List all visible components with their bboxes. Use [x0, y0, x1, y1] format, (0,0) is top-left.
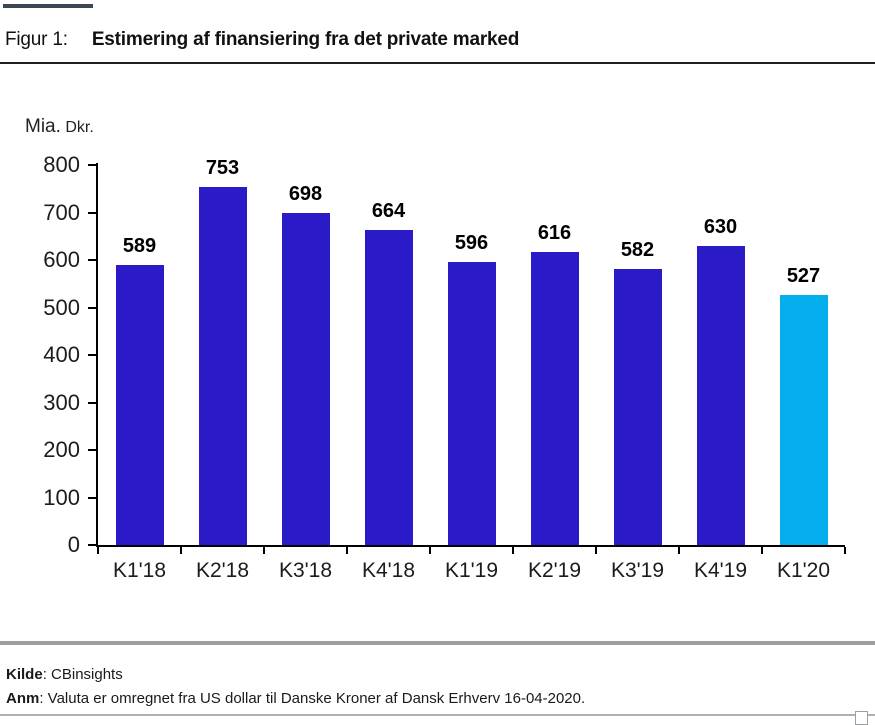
- y-tick: [88, 544, 96, 546]
- y-tick-label: 700: [43, 199, 80, 225]
- bar-K2'18: [199, 187, 247, 545]
- y-tick-label: 200: [43, 437, 80, 462]
- bar-value-label: 582: [620, 239, 655, 261]
- bar-value-label: 616: [537, 222, 572, 244]
- bar-K1'18: [116, 265, 164, 545]
- bar-K4'19: [697, 246, 745, 545]
- y-tick: [88, 354, 96, 356]
- x-axis-label: K3'18: [278, 559, 333, 582]
- x-axis-line: [96, 545, 845, 547]
- bottom-divider: [0, 714, 875, 716]
- y-tick: [88, 496, 96, 499]
- bar-value-label: 596: [454, 232, 489, 254]
- bar-value-label: 753: [205, 157, 240, 179]
- y-tick: [88, 401, 96, 404]
- x-axis-label: K3'19: [610, 559, 665, 582]
- x-axis-label: K1'19: [444, 559, 499, 582]
- note-text: : Valuta er omregnet fra US dollar til D…: [39, 690, 586, 707]
- figure-header: Figur 1: Estimering af finansiering fra d…: [5, 29, 870, 51]
- y-tick-label: 800: [43, 152, 80, 177]
- bar-chart: 0 100 200 300 400 500 600 700 800 589 K1'18 753 K2'1…: [43, 152, 846, 582]
- bar-value-label: 698: [288, 183, 323, 205]
- unit-label-sub: Dkr.: [65, 119, 94, 136]
- y-tick: [88, 449, 96, 451]
- y-axis-unit-label: Mia. Dkr.: [25, 116, 94, 138]
- x-tick: [844, 547, 846, 554]
- source-text: : CBinsights: [42, 666, 123, 683]
- x-tick: [761, 547, 763, 554]
- y-tick-label: 500: [43, 294, 80, 320]
- bar-value-label: 589: [122, 235, 157, 257]
- footer-divider: [0, 641, 875, 645]
- bar-K4'18: [365, 230, 413, 545]
- y-tick-label: 400: [43, 342, 80, 367]
- y-tick: [88, 259, 96, 261]
- y-tick-label: 100: [43, 484, 80, 510]
- title-divider: [0, 62, 875, 64]
- y-tick-label: 0: [67, 532, 80, 557]
- y-tick-label: 300: [43, 389, 80, 415]
- top-accent-line: [3, 4, 93, 8]
- x-tick: [595, 547, 597, 554]
- x-axis-label: K2'18: [195, 559, 250, 582]
- y-tick: [88, 306, 96, 309]
- y-tick-label: 600: [43, 247, 80, 272]
- y-tick: [88, 164, 96, 166]
- x-tick: [346, 547, 348, 554]
- bar-value-label: 664: [371, 200, 406, 222]
- x-tick: [429, 547, 431, 554]
- bar-K1'19: [448, 262, 496, 545]
- x-tick: [512, 547, 514, 554]
- corner-handle-icon: [855, 711, 868, 725]
- x-tick: [263, 547, 265, 554]
- source-label: Kilde: [6, 666, 43, 683]
- bar-value-label: 630: [703, 216, 738, 238]
- x-tick: [180, 547, 182, 554]
- unit-label-main: Mia.: [25, 116, 61, 137]
- figure-label: Figur 1:: [5, 29, 68, 50]
- bar-K3'18: [282, 213, 330, 545]
- y-tick: [88, 211, 96, 214]
- x-axis-label: K2'19: [527, 559, 582, 582]
- bar-value-label: 527: [786, 265, 821, 287]
- x-axis-label: K4'19: [693, 559, 748, 582]
- bar-K2'19: [531, 252, 579, 545]
- figure-title: Estimering af finansiering fra det priva…: [91, 29, 520, 50]
- x-axis-label: K1'20: [776, 559, 831, 582]
- x-axis-label: K4'18: [361, 559, 416, 582]
- x-axis-label: K1'18: [112, 559, 167, 582]
- bar-K3'19: [614, 269, 662, 545]
- source-line: Kilde: CBinsights: [6, 666, 123, 683]
- bar-K1'20: [780, 295, 828, 545]
- x-tick: [678, 547, 680, 554]
- note-label: Anm: [6, 690, 40, 707]
- note-line: Anm: Valuta er omregnet fra US dollar ti…: [6, 690, 585, 707]
- x-tick: [97, 547, 99, 554]
- y-axis-line: [96, 163, 98, 547]
